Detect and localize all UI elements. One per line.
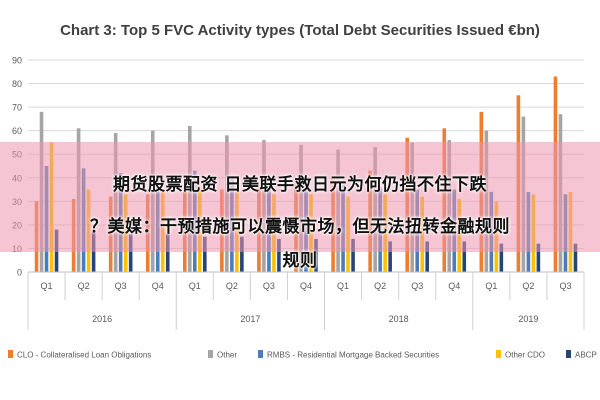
x-tick-label: Q4 (448, 281, 460, 291)
overlay-banner (0, 142, 600, 252)
legend-swatch (496, 350, 501, 358)
legend-swatch (258, 350, 263, 358)
y-tick-label: 0 (17, 268, 22, 278)
bar (351, 239, 355, 272)
chart-title: Chart 3: Top 5 FVC Activity types (Total… (60, 22, 540, 39)
legend: CLO - Collateralised Loan Obligations Oth… (8, 350, 597, 360)
legend-label: Other CDO (505, 351, 545, 360)
bar (573, 243, 578, 272)
bar (499, 243, 504, 272)
year-label: 2018 (389, 314, 409, 324)
legend-label: RMBS - Residential Mortgage Backed Secur… (267, 351, 439, 360)
x-tick-label: Q1 (41, 281, 53, 291)
bar (277, 239, 281, 272)
legend-swatch (208, 350, 213, 358)
x-tick-label: Q2 (522, 281, 534, 291)
x-tick-label: Q3 (559, 281, 571, 291)
x-tick-label: Q1 (189, 281, 201, 291)
bar (165, 234, 170, 272)
y-tick-label: 90 (12, 56, 22, 66)
y-tick-label: 80 (12, 79, 22, 89)
bar (240, 236, 244, 272)
x-tick-label: Q3 (263, 281, 275, 291)
year-label: 2017 (240, 314, 260, 324)
overlay-headline-line2: ？美媒：干预措施可以震慑市场，但无法扭转金融规则 (90, 217, 510, 237)
x-tick-label: Q4 (152, 281, 164, 291)
x-tick-label: Q1 (485, 281, 497, 291)
x-tick-label: Q2 (374, 281, 386, 291)
bar (462, 241, 467, 272)
legend-label: ABCP (575, 351, 597, 360)
year-label: 2019 (518, 314, 538, 324)
y-tick-label: 70 (12, 103, 22, 113)
bar (388, 241, 392, 272)
x-axis: Q1 Q2 Q3 Q4 Q1 Q2 Q3 Q4 Q1 Q2 Q3 Q4 Q1 Q2 Q3 2016 2017 20… (27, 271, 585, 330)
bar (314, 239, 318, 272)
x-tick-label: Q1 (337, 281, 349, 291)
year-label: 2016 (92, 314, 112, 324)
legend-swatch (8, 350, 13, 358)
y-tick-label: 60 (12, 126, 22, 136)
bar (128, 234, 133, 272)
legend-swatch (566, 350, 571, 358)
x-tick-label: Q2 (78, 281, 90, 291)
legend-label: CLO - Collateralised Loan Obligations (17, 351, 151, 360)
overlay-headline-line1: 期货股票配资 日美联手救日元为何仍挡不住下跌 (113, 175, 487, 195)
overlay-headline-line3: 规则 (282, 251, 318, 271)
bar (536, 243, 541, 272)
bar (203, 236, 207, 272)
x-tick-label: Q4 (300, 281, 312, 291)
bar (425, 241, 429, 272)
legend-label: Other (217, 351, 237, 360)
x-tick-label: Q3 (411, 281, 423, 291)
x-tick-label: Q3 (115, 281, 127, 291)
x-tick-label: Q2 (226, 281, 238, 291)
